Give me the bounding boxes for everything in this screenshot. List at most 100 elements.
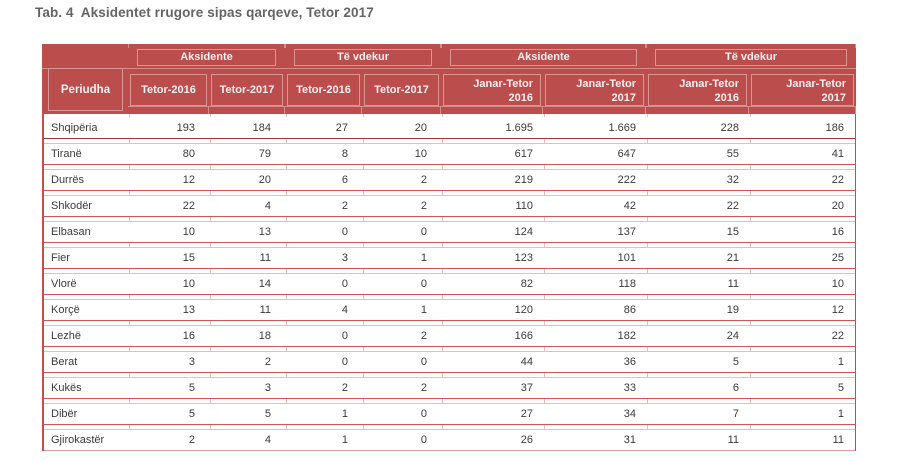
region-name-cell: Fier [51,252,70,264]
value-cell-tetor-2017-te-vdekur: 2 [420,330,427,342]
value-cell-janar-tetor-2016-aksidente: 166 [514,330,533,342]
value-cell-janar-tetor-2017-te-vdekur: 10 [831,278,844,290]
value-cell-tetor-2016-te-vdekur: 8 [341,148,348,160]
header-gridline [543,106,646,114]
value-cell-janar-tetor-2017-te-vdekur: 12 [831,304,844,316]
table-row: Shkodër 22 4 2 2 110 42 22 20 [44,195,855,217]
region-name-cell: Korçë [51,304,80,316]
value-cell-tetor-2017-aksidente: 79 [258,148,271,160]
header-gridline [646,44,856,48]
value-cell-tetor-2017-te-vdekur: 2 [420,200,427,212]
value-cell-tetor-2016-aksidente: 3 [188,356,195,368]
table-row: Berat 3 2 0 0 44 36 5 1 [44,351,855,373]
value-cell-tetor-2016-aksidente: 12 [182,174,195,186]
region-name-cell: Dibër [51,408,78,420]
header-gridline [646,106,749,114]
value-cell-janar-tetor-2016-aksidente: 124 [514,226,533,238]
table-header: Aksidente Të vdekur Aksidente Të vdekur … [42,44,856,114]
header-line1: Janar-Tetor [786,78,846,90]
value-cell-tetor-2016-aksidente: 80 [182,148,195,160]
header-gridline [209,106,285,114]
value-cell-janar-tetor-2016-te-vdekur: 5 [732,356,739,368]
value-cell-janar-tetor-2016-te-vdekur: 15 [726,226,739,238]
column-header-janar-tetor-2017-aksidente: Janar-Tetor 2017 [545,74,644,106]
header-line1: Janar-Tetor [679,78,739,90]
value-cell-janar-tetor-2016-te-vdekur: 22 [726,200,739,212]
value-cell-janar-tetor-2016-te-vdekur: 11 [727,278,739,290]
table-title: Tab. 4 Aksidentet rrugore sipas qarqeve,… [35,5,374,20]
value-cell-janar-tetor-2016-aksidente: 44 [520,356,533,368]
header-line2: 2017 [821,92,846,104]
value-cell-tetor-2016-te-vdekur: 6 [341,174,348,186]
value-cell-janar-tetor-2016-aksidente: 26 [520,434,533,446]
region-name-cell: Shqipëria [51,122,98,134]
value-cell-tetor-2017-aksidente: 3 [264,382,271,394]
value-cell-tetor-2017-te-vdekur: 1 [420,304,427,316]
region-name-cell: Gjirokastër [51,434,105,446]
value-cell-janar-tetor-2017-aksidente: 1.669 [608,122,636,134]
table-row: Fier 15 11 3 1 123 101 21 25 [44,247,855,269]
value-cell-tetor-2017-te-vdekur: 0 [420,226,427,238]
value-cell-janar-tetor-2016-aksidente: 1.695 [505,122,533,134]
region-name-cell: Shkodër [51,200,92,212]
value-cell-janar-tetor-2017-aksidente: 36 [623,356,636,368]
value-cell-tetor-2017-te-vdekur: 2 [420,174,427,186]
header-line1: Janar-Tetor [473,78,533,90]
value-cell-janar-tetor-2017-te-vdekur: 22 [831,330,844,342]
value-cell-tetor-2016-aksidente: 2 [188,434,195,446]
table-row: Elbasan 10 13 0 0 124 137 15 16 [44,221,855,243]
column-header-janar-tetor-2017-te-vdekur: Janar-Tetor 2017 [751,74,854,106]
group-header-te-vdekur-janar-tetor: Të vdekur [655,49,847,66]
value-cell-janar-tetor-2017-aksidente: 137 [617,226,636,238]
value-cell-janar-tetor-2017-aksidente: 31 [623,434,636,446]
region-name-cell: Tiranë [51,148,82,160]
value-cell-janar-tetor-2016-aksidente: 110 [515,200,533,212]
table-row: Gjirokastër 2 4 1 0 26 31 11 11 [44,429,855,451]
table-row: Shqipëria 193 184 27 20 1.695 1.669 228 … [44,117,855,139]
value-cell-tetor-2017-te-vdekur: 0 [420,434,427,446]
value-cell-janar-tetor-2016-te-vdekur: 6 [732,382,739,394]
value-cell-janar-tetor-2017-te-vdekur: 22 [831,174,844,186]
value-cell-janar-tetor-2017-aksidente: 222 [617,174,636,186]
header-line2: 2017 [611,92,636,104]
value-cell-tetor-2017-te-vdekur: 0 [420,356,427,368]
value-cell-tetor-2016-aksidente: 193 [176,122,195,134]
header-gridline [441,106,543,114]
value-cell-tetor-2016-aksidente: 15 [182,252,195,264]
value-cell-tetor-2016-aksidente: 10 [182,278,195,290]
value-cell-janar-tetor-2017-te-vdekur: 16 [831,226,844,238]
value-cell-tetor-2017-aksidente: 4 [264,200,271,212]
value-cell-tetor-2017-te-vdekur: 10 [414,148,427,160]
value-cell-tetor-2017-te-vdekur: 20 [414,122,427,134]
value-cell-tetor-2017-aksidente: 18 [258,330,271,342]
header-gridline [128,44,285,48]
header-gridline [128,106,209,114]
header-line1: Janar-Tetor [576,78,636,90]
column-header-periudha: Periudha [48,68,123,111]
value-cell-tetor-2017-aksidente: 14 [258,278,271,290]
value-cell-tetor-2017-te-vdekur: 0 [420,408,427,420]
value-cell-tetor-2016-te-vdekur: 2 [341,382,348,394]
value-cell-janar-tetor-2017-aksidente: 86 [623,304,636,316]
value-cell-janar-tetor-2016-te-vdekur: 32 [726,174,739,186]
value-cell-janar-tetor-2017-te-vdekur: 186 [825,122,844,134]
table-row: Lezhë 16 18 0 2 166 182 24 22 [44,325,855,347]
value-cell-tetor-2016-te-vdekur: 0 [341,330,348,342]
value-cell-tetor-2017-aksidente: 11 [259,304,271,316]
value-cell-janar-tetor-2017-te-vdekur: 5 [837,382,844,394]
value-cell-tetor-2017-aksidente: 184 [252,122,271,134]
header-gridline [42,68,856,69]
header-line2: 2016 [714,92,739,104]
accidents-by-region-table: Aksidente Të vdekur Aksidente Të vdekur … [42,44,856,451]
value-cell-janar-tetor-2017-te-vdekur: 1 [837,356,844,368]
value-cell-janar-tetor-2017-aksidente: 182 [617,330,636,342]
value-cell-tetor-2016-aksidente: 10 [182,226,195,238]
table-row: Tiranë 80 79 8 10 617 647 55 41 [44,143,855,165]
value-cell-janar-tetor-2016-te-vdekur: 19 [726,304,739,316]
value-cell-janar-tetor-2016-aksidente: 37 [520,382,533,394]
value-cell-janar-tetor-2017-te-vdekur: 20 [831,200,844,212]
group-header-te-vdekur-tetor: Të vdekur [294,49,432,66]
value-cell-tetor-2016-te-vdekur: 0 [341,278,348,290]
value-cell-janar-tetor-2017-te-vdekur: 25 [831,252,844,264]
